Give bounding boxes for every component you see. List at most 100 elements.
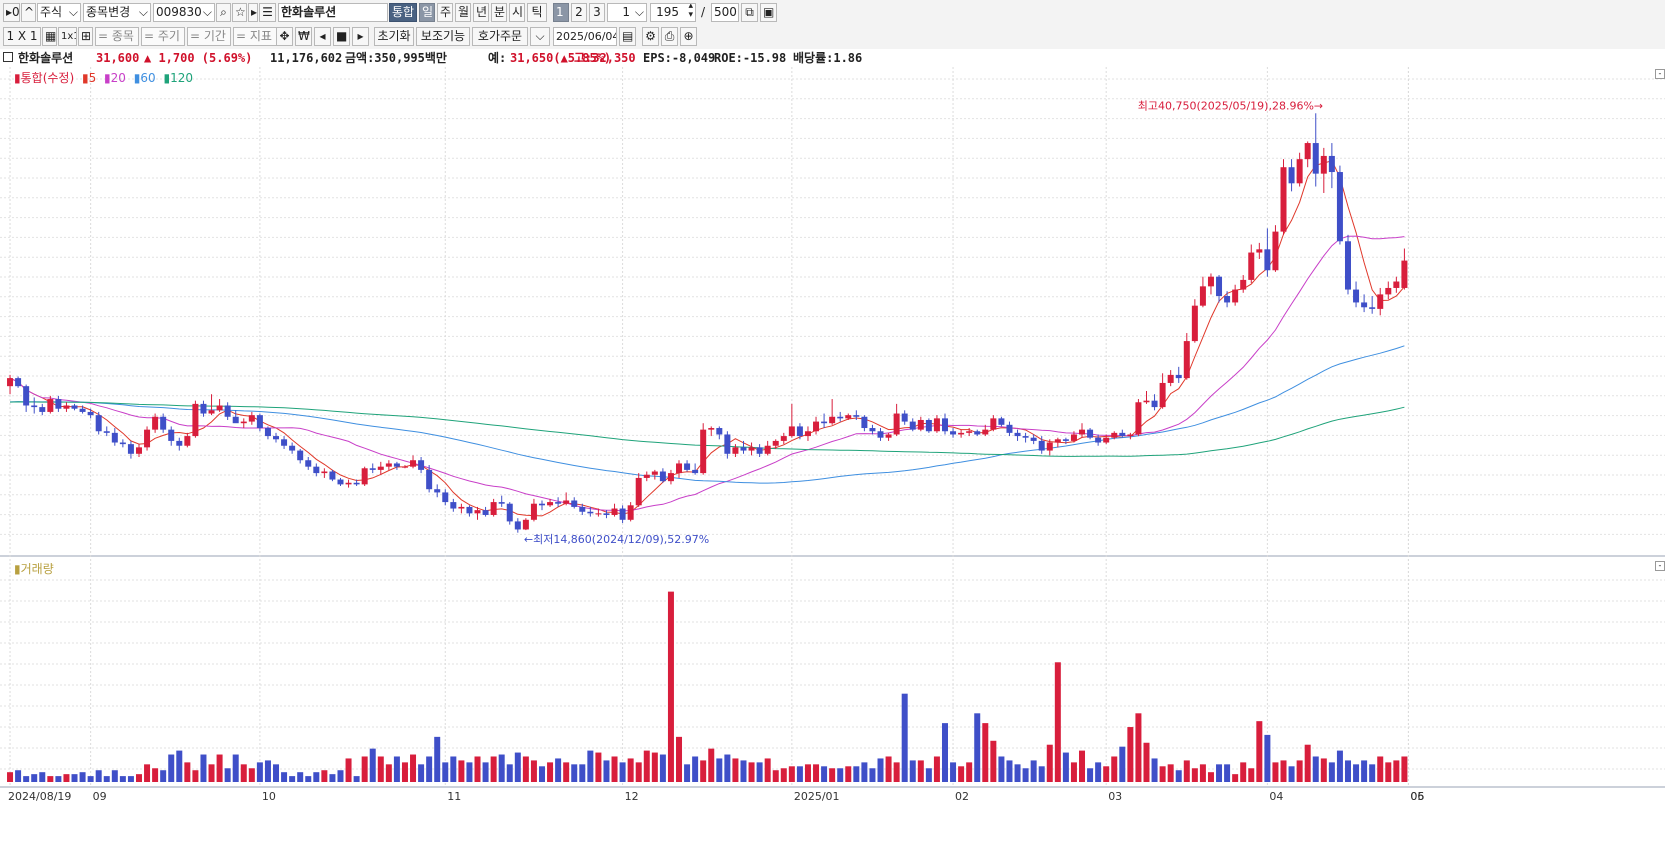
count-stepper[interactable]: 195 ▴ ▾ xyxy=(650,3,696,22)
minimize-icon[interactable]: - xyxy=(1655,561,1665,571)
caret-right-icon[interactable]: ▸ xyxy=(248,3,258,22)
chevron-down-icon: ⌵ xyxy=(634,5,644,19)
volume-bar xyxy=(248,768,255,782)
settings-icon[interactable]: ⚙ xyxy=(642,27,659,46)
calendar-icon[interactable]: ▤ xyxy=(619,27,636,46)
period-hour-button[interactable]: 시 xyxy=(509,3,525,22)
collapse-up-button[interactable]: ^ xyxy=(21,3,36,22)
candle-body xyxy=(1248,252,1255,280)
num-3-button[interactable]: 3 xyxy=(589,3,605,22)
candle-body xyxy=(418,460,425,470)
candle xyxy=(1038,436,1045,454)
search-icon[interactable]: ⌕ xyxy=(216,3,231,22)
period-month-button[interactable]: 월 xyxy=(455,3,471,22)
move-icon[interactable]: ✥ xyxy=(276,27,293,46)
candle xyxy=(804,426,811,441)
volume-bar xyxy=(1070,762,1077,782)
assist-button[interactable]: 보조기능 xyxy=(416,27,470,46)
candle-body xyxy=(192,403,199,437)
candle-body xyxy=(208,410,215,414)
filter-period-button[interactable]: = 기간 xyxy=(187,27,231,46)
volume-bar xyxy=(160,770,167,782)
grid-icon[interactable]: ▦ xyxy=(42,27,57,46)
stop-icon[interactable]: ■ xyxy=(333,27,350,46)
order-button[interactable]: 호가주문 xyxy=(472,27,528,46)
candle xyxy=(168,426,175,446)
legend-ma5: 5 xyxy=(88,71,97,85)
filter-stock-button[interactable]: = 종목 xyxy=(95,27,139,46)
candle-body xyxy=(579,506,586,512)
mode-button[interactable]: ▸0 xyxy=(3,3,20,22)
candle-body xyxy=(1361,302,1368,308)
candle-body xyxy=(651,471,658,475)
filter-indicator-button[interactable]: = 지표 xyxy=(233,27,277,46)
candle-body xyxy=(1377,294,1384,309)
volume-bar xyxy=(603,760,610,782)
new-window-icon[interactable]: ⧉ xyxy=(741,3,758,22)
stock-list-icon[interactable]: ☰ xyxy=(259,3,276,22)
candle xyxy=(103,426,110,437)
candle-body xyxy=(152,416,159,430)
candle xyxy=(821,413,828,429)
market-select[interactable]: 주식 ⌵ xyxy=(37,3,81,22)
num-2-button[interactable]: 2 xyxy=(571,3,587,22)
candle-body xyxy=(385,463,392,467)
num-1-button[interactable]: 1 xyxy=(553,3,569,22)
layout-compact-button[interactable]: 1x1 xyxy=(58,27,77,46)
candle-body xyxy=(950,431,957,435)
reset-button[interactable]: 초기화 xyxy=(374,27,414,46)
candle-body xyxy=(1328,155,1335,173)
volume-bar xyxy=(152,768,159,782)
candlestick-series xyxy=(7,113,1408,533)
volume-bar xyxy=(313,772,320,782)
volume-bar xyxy=(426,756,433,782)
print-icon[interactable]: ⎙ xyxy=(661,27,678,46)
candle xyxy=(119,439,126,448)
volume-bar xyxy=(1038,766,1045,782)
period-day-button[interactable]: 일 xyxy=(419,3,435,22)
period-week-button[interactable]: 주 xyxy=(437,3,453,22)
volume-bar xyxy=(1232,774,1239,782)
volume-bar xyxy=(434,736,441,782)
period-minute-button[interactable]: 분 xyxy=(491,3,507,22)
candle-body xyxy=(643,474,650,478)
stock-code-input[interactable]: 009830 ⌵ xyxy=(153,3,215,22)
volume-bar xyxy=(1248,768,1255,782)
table-icon[interactable]: ⊞ xyxy=(78,27,93,46)
minimize-icon[interactable]: - xyxy=(1655,69,1665,79)
select-checkbox[interactable] xyxy=(3,52,13,62)
candle xyxy=(756,444,763,458)
candle-body xyxy=(555,502,562,504)
max-count-field[interactable]: 500 xyxy=(711,3,739,22)
currency-button[interactable]: ₩ xyxy=(295,27,312,46)
star-icon[interactable]: ☆ xyxy=(232,3,247,22)
volume-bar xyxy=(377,756,384,782)
prev-icon[interactable]: ◂ xyxy=(314,27,331,46)
volume-bar xyxy=(1304,744,1311,782)
stock-name-field[interactable]: 한화솔루션 xyxy=(278,3,388,22)
volume-bar xyxy=(700,760,707,782)
filter-cycle-button[interactable]: = 주기 xyxy=(141,27,185,46)
candle-body xyxy=(1167,374,1174,383)
interval-select[interactable]: 1 ⌵ xyxy=(607,3,647,22)
integrated-button[interactable]: 통합 xyxy=(389,3,417,22)
layout-1x1-button[interactable]: 1 X 1 xyxy=(3,27,41,46)
save-icon[interactable]: ▣ xyxy=(760,3,777,22)
candle xyxy=(998,416,1005,427)
chevron-down-icon[interactable]: ⌵ xyxy=(530,27,550,46)
period-year-button[interactable]: 년 xyxy=(473,3,489,22)
candle-body xyxy=(95,415,102,432)
volume-bar xyxy=(829,768,836,782)
period-tick-button[interactable]: 틱 xyxy=(527,3,547,22)
candle xyxy=(264,426,271,440)
date-field[interactable]: 2025/06/04 xyxy=(553,27,617,46)
globe-icon[interactable]: ⊕ xyxy=(680,27,697,46)
candle xyxy=(716,426,723,440)
candle xyxy=(885,432,892,441)
candle xyxy=(426,465,433,493)
candle xyxy=(144,426,151,451)
change-stock-select[interactable]: 종목변경 ⌵ xyxy=(83,3,151,22)
next-icon[interactable]: ▸ xyxy=(352,27,369,46)
candle-body xyxy=(571,500,578,507)
